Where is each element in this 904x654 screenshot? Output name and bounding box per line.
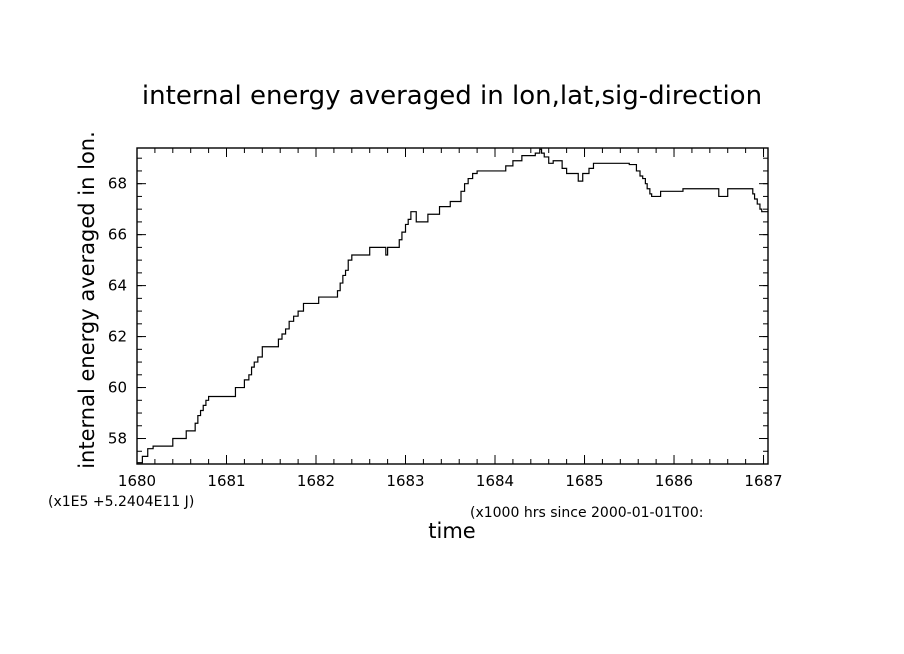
x-tick-label: 1680	[118, 472, 156, 490]
y-axis-label: internal energy averaged in lon.	[75, 131, 99, 469]
y-tick-label: 58	[108, 430, 127, 448]
x-tick-label: 1687	[744, 472, 782, 490]
y-tick-label: 62	[108, 328, 127, 346]
y-tick-labels: 58 60 62 64 66 68	[108, 175, 127, 448]
plot-frame	[136, 147, 769, 465]
y-scale-note: (x1E5 +5.2404E11 J)	[48, 494, 194, 510]
chart-title: internal energy averaged in lon,lat,sig-…	[142, 81, 762, 111]
y-tick-label: 64	[108, 277, 127, 295]
x-tick-label: 1685	[565, 472, 603, 490]
series-line-0	[137, 148, 768, 464]
x-unit-note: (x1000 hrs since 2000-01-01T00:	[470, 505, 703, 521]
y-tick-label: 66	[108, 226, 127, 244]
x-tick-label: 1686	[655, 472, 693, 490]
x-axis-label: time	[428, 519, 475, 543]
axis-ticks	[136, 148, 768, 465]
x-tick-label: 1682	[297, 472, 335, 490]
x-tick-labels: 1680 1681 1682 1683 1684 1685 1686 1687	[118, 472, 783, 490]
plot-area: 1680 1681 1682 1683 1684 1685 1686 1687 58 60 62 6…	[108, 147, 783, 490]
x-tick-label: 1681	[207, 472, 245, 490]
x-tick-label: 1684	[476, 472, 514, 490]
y-tick-label: 68	[108, 175, 127, 193]
series-group	[137, 148, 768, 464]
y-tick-label: 60	[108, 379, 127, 397]
x-tick-label: 1683	[386, 472, 424, 490]
